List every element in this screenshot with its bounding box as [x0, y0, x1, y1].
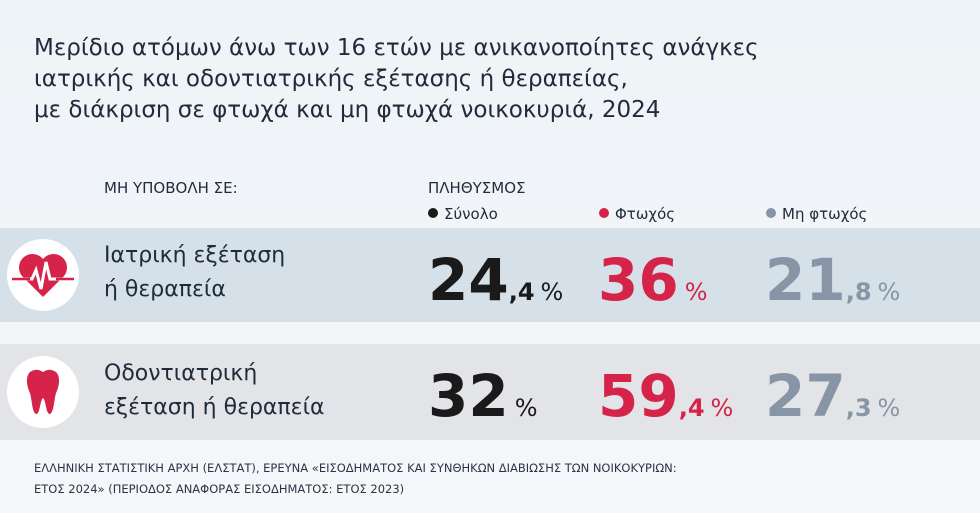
legend-dot	[428, 208, 438, 218]
title-line: με διάκριση σε φτωχά και μη φτωχά νοικοκ…	[34, 97, 660, 123]
value-unit: %	[711, 394, 734, 422]
source-line: ΕΤΟΣ 2024» (ΠΕΡΙΟΔΟΣ ΑΝΑΦΟΡΑΣ ΕΙΣΟΔΗΜΑΤΟ…	[34, 482, 404, 496]
value-unit: %	[878, 278, 901, 306]
value-integer: 27	[765, 362, 846, 430]
value: 32%	[428, 362, 538, 430]
heart-icon	[7, 239, 79, 311]
value: 59,4%	[598, 362, 733, 430]
value-integer: 24	[428, 246, 509, 314]
source-line: ΕΛΛΗΝΙΚΗ ΣΤΑΤΙΣΤΙΚΗ ΑΡΧΗ (ΕΛΣΤΑΤ), ΕΡΕΥΝ…	[34, 461, 677, 475]
tooth-icon	[7, 356, 79, 428]
column-header: Μη φτωχός	[782, 205, 867, 223]
value-integer: 36	[598, 246, 679, 314]
value-integer: 21	[765, 246, 846, 314]
value-unit: %	[685, 278, 708, 306]
value-decimal: ,4	[679, 394, 705, 422]
value-unit: %	[878, 394, 901, 422]
value: 27,3%	[765, 362, 900, 430]
row-label: ή θεραπεία	[104, 277, 226, 302]
value-integer: 32	[428, 362, 509, 430]
value: 24,4%	[428, 246, 563, 314]
value-decimal: ,8	[846, 278, 872, 306]
value: 21,8%	[765, 246, 900, 314]
value-decimal: ,4	[509, 278, 535, 306]
group-header: ΠΛΗΘΥΣΜΟΣ	[428, 179, 526, 197]
row-header: ΜΗ ΥΠΟΒΟΛΗ ΣΕ:	[104, 179, 238, 197]
legend-dot	[766, 208, 776, 218]
value: 36%	[598, 246, 708, 314]
column-header: Σύνολο	[444, 205, 498, 223]
row-label: εξέταση ή θεραπεία	[104, 395, 325, 420]
title-line: ιατρικής και οδοντιατρικής εξέτασης ή θε…	[34, 66, 628, 92]
value-unit: %	[541, 278, 564, 306]
value-integer: 59	[598, 362, 679, 430]
row-band	[0, 344, 980, 440]
value-unit: %	[515, 394, 538, 422]
row-label: Οδοντιατρική	[104, 361, 257, 386]
row-band	[0, 228, 980, 322]
column-header: Φτωχός	[615, 205, 675, 223]
legend-dot	[599, 208, 609, 218]
title-line: Μερίδιο ατόμων άνω των 16 ετών με ανικαν…	[34, 35, 759, 61]
value-decimal: ,3	[846, 394, 872, 422]
row-label: Ιατρική εξέταση	[104, 243, 285, 268]
